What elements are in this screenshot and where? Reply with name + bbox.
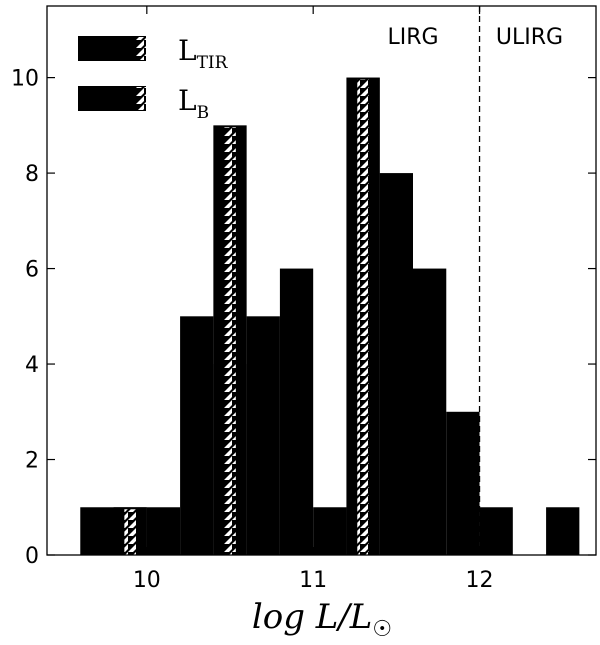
bar-ltir-11 — [446, 411, 480, 555]
legend-label-1: LB — [178, 84, 209, 123]
x-tick-label-1: 11 — [299, 568, 327, 593]
bar-ltir-2 — [146, 507, 181, 555]
annotation-lirg: LIRG — [387, 25, 438, 50]
y-tick-label-4: 8 — [25, 162, 39, 187]
bar-lb-hatch-0 — [124, 509, 137, 555]
legend-swatch-0 — [78, 36, 146, 61]
bar-ltir-3 — [180, 316, 214, 555]
bar-lb-hatch-2 — [357, 79, 369, 555]
bar-ltir-13 — [546, 507, 580, 555]
bar-lb-hatch-1 — [224, 127, 236, 555]
y-tick-label-0: 0 — [25, 544, 39, 569]
bar-ltir-0 — [80, 507, 114, 555]
plot-frame — [46, 5, 597, 556]
bar-ltir-12 — [479, 507, 513, 555]
bar-ltir-5 — [246, 316, 280, 555]
x-axis-label-group: log L/L☉ — [252, 597, 392, 642]
x-tick-label-0: 10 — [133, 568, 161, 593]
y-tick-label-5: 10 — [11, 67, 39, 92]
bars-layer — [80, 77, 580, 555]
bar-ltir-7 — [313, 507, 347, 555]
legend-swatch-hatch-1 — [136, 87, 146, 110]
y-tick-label-2: 4 — [25, 353, 39, 378]
bar-ltir-6 — [279, 268, 314, 555]
annotation-ulirg: ULIRG — [496, 25, 563, 50]
legend-swatch-hatch-0 — [136, 37, 146, 60]
bar-ltir-9 — [379, 173, 413, 555]
legend-swatch-fill-1 — [78, 86, 146, 111]
y-tick-label-3: 6 — [25, 258, 39, 283]
x-tick-label-2: 12 — [466, 568, 494, 593]
legend-swatch-fill-0 — [78, 36, 146, 61]
legend-swatch-1 — [78, 86, 146, 111]
x-axis-label: log L/L☉ — [252, 597, 392, 642]
legend-label-0: LTIR — [178, 34, 229, 73]
bar-ltir-10 — [413, 268, 447, 555]
axes: 10 11 12 0 2 4 6 8 10 — [11, 5, 597, 593]
y-tick-label-1: 2 — [25, 449, 39, 474]
annotations: LIRG ULIRG — [387, 25, 563, 50]
legend: LTIR LB — [78, 34, 229, 123]
